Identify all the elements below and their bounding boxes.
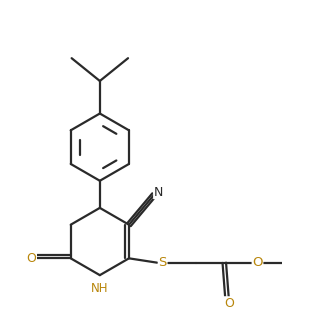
Text: N: N xyxy=(154,186,163,198)
Text: O: O xyxy=(252,256,263,269)
Text: O: O xyxy=(26,252,36,265)
Text: O: O xyxy=(224,297,234,310)
Text: NH: NH xyxy=(91,282,108,295)
Text: S: S xyxy=(159,256,167,269)
